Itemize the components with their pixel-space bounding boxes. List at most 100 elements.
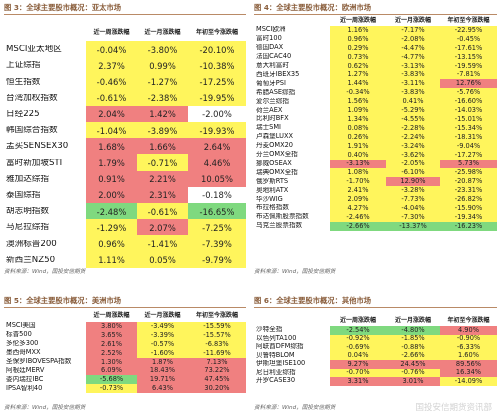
table-cell-bg: [440, 61, 497, 71]
table-cell: -9.04%: [456, 141, 481, 150]
row-label: 恒生指数: [6, 77, 41, 87]
title-divider: [254, 14, 497, 15]
table-cell-bg: [137, 170, 188, 188]
table-cell-bg: [188, 122, 246, 139]
table-cell: -0.34%: [346, 88, 370, 97]
table-cell: -6.83%: [205, 339, 229, 348]
table-cell-bg: [386, 26, 440, 36]
table-cell-bg: [440, 195, 497, 205]
table-cell-bg: [386, 43, 440, 53]
table-cell-bg: [137, 89, 188, 107]
table-cell-bg: [86, 357, 137, 367]
row-label: 新西兰NZ50: [6, 255, 56, 265]
table-cell-bg: [330, 123, 386, 134]
table-cell: -16.60%: [454, 97, 483, 106]
row-label: 葡萄牙PSI: [256, 79, 286, 87]
column-header: 近一月涨跌幅: [394, 17, 431, 24]
row-label: 台湾加权指数: [6, 93, 58, 103]
table-cell-bg: [386, 368, 440, 378]
table-cell-bg: [330, 43, 386, 53]
table-cell-bg: [86, 366, 137, 376]
table-cell-bg: [330, 326, 386, 335]
table-cell: 1.09%: [347, 106, 369, 115]
table-cell-bg: [330, 106, 386, 116]
row-label: 布达佩斯股票指数: [256, 213, 309, 220]
table-cell-bg: [440, 150, 497, 160]
table-cell: 2.00%: [98, 190, 125, 201]
table-cell-bg: [330, 132, 386, 142]
table-cell: 24.45%: [400, 359, 426, 368]
table-cell-bg: [188, 170, 246, 188]
table-cell-bg: [86, 170, 137, 188]
table-cell: -3.13%: [346, 159, 370, 168]
table-cell: -2.08%: [401, 34, 425, 43]
table-cell-bg: [330, 150, 386, 160]
table-cell-bg: [440, 43, 497, 53]
table-cell-bg: [137, 203, 188, 220]
table-cell: -2.38%: [147, 93, 178, 104]
table-cell-bg: [188, 357, 246, 367]
table-cell: -17.61%: [454, 43, 483, 52]
table-cell: 3.31%: [347, 376, 369, 385]
table-cell: -3.28%: [401, 186, 425, 195]
table-cell-bg: [137, 251, 188, 269]
table-cell-bg: [386, 132, 440, 142]
table-cell-bg: [86, 122, 137, 139]
source-note: 资料来源：Wind，国投安信期货: [254, 269, 336, 275]
title-divider: [4, 307, 246, 308]
table-cell-bg: [330, 79, 386, 89]
table-cell: 2.41%: [347, 186, 369, 195]
table-panel-2: 图 4：全球主要股市概况：欧洲市场 近一周涨跌幅 近一月涨跌幅 年初至今涨跌幅 MSCI…: [254, 2, 497, 278]
table-cell-bg: [137, 138, 188, 155]
table-cell: 2.09%: [347, 195, 369, 204]
table-cell: 2.52%: [101, 348, 122, 357]
table-cell: 73.22%: [204, 366, 230, 375]
table-cell-bg: [137, 105, 188, 123]
table-cell: 0.91%: [98, 174, 125, 185]
table-cell: -19.95%: [199, 93, 235, 104]
table-cell-bg: [386, 106, 440, 116]
table-cell: -2.24%: [401, 132, 425, 141]
table-cell-bg: [137, 357, 188, 367]
table-cell-bg: [330, 168, 386, 178]
table-cell: -3.83%: [401, 70, 425, 79]
table-cell: 9.27%: [347, 359, 369, 368]
row-label: 沙特全指: [256, 326, 283, 333]
row-label: 圣保罗IBOVESPA指数: [6, 358, 72, 365]
table-cell-bg: [86, 384, 137, 394]
table-cell-bg: [330, 195, 386, 205]
table-cell-bg: [386, 97, 440, 107]
table-cell: 2.21%: [149, 174, 176, 185]
row-label: 俄罗斯RTS: [256, 177, 289, 185]
table-cell-bg: [440, 212, 497, 223]
table-cell-bg: [386, 177, 440, 187]
table-cell: 0.04%: [347, 351, 369, 360]
table-cell: -3.24%: [401, 141, 425, 150]
table-cell: -3.11%: [401, 79, 425, 88]
table-cell-bg: [386, 360, 440, 369]
table-cell-bg: [330, 97, 386, 107]
table-cell-bg: [386, 377, 440, 386]
row-label: IPSA智利40: [6, 384, 43, 392]
table-cell: -14.09%: [454, 376, 483, 385]
row-label: 意大利富时: [256, 62, 289, 69]
table-cell: -0.73%: [99, 384, 124, 393]
row-label: 比利时BFX: [256, 115, 289, 123]
table-cell: -22.95%: [454, 25, 483, 34]
table-cell-bg: [330, 343, 386, 352]
table-cell-bg: [386, 150, 440, 160]
table-cell-bg: [86, 251, 137, 269]
row-label: 贝鲁特BLOM: [256, 351, 295, 359]
table-cell: -1.27%: [147, 77, 178, 87]
table-cell: -19.34%: [454, 212, 483, 221]
table-cell: 1.11%: [98, 255, 125, 266]
table-cell: -13.15%: [454, 52, 483, 61]
table-cell: -4.55%: [401, 114, 425, 123]
column-header: 近一周涨跌幅: [93, 312, 130, 319]
row-label: 芬兰OMX全指: [256, 151, 298, 158]
table-cell: 2.31%: [149, 190, 176, 201]
table-cell-bg: [386, 186, 440, 196]
table-cell: -3.62%: [401, 150, 425, 159]
table-cell: -4.47%: [401, 43, 425, 52]
table-cell-bg: [440, 97, 497, 107]
